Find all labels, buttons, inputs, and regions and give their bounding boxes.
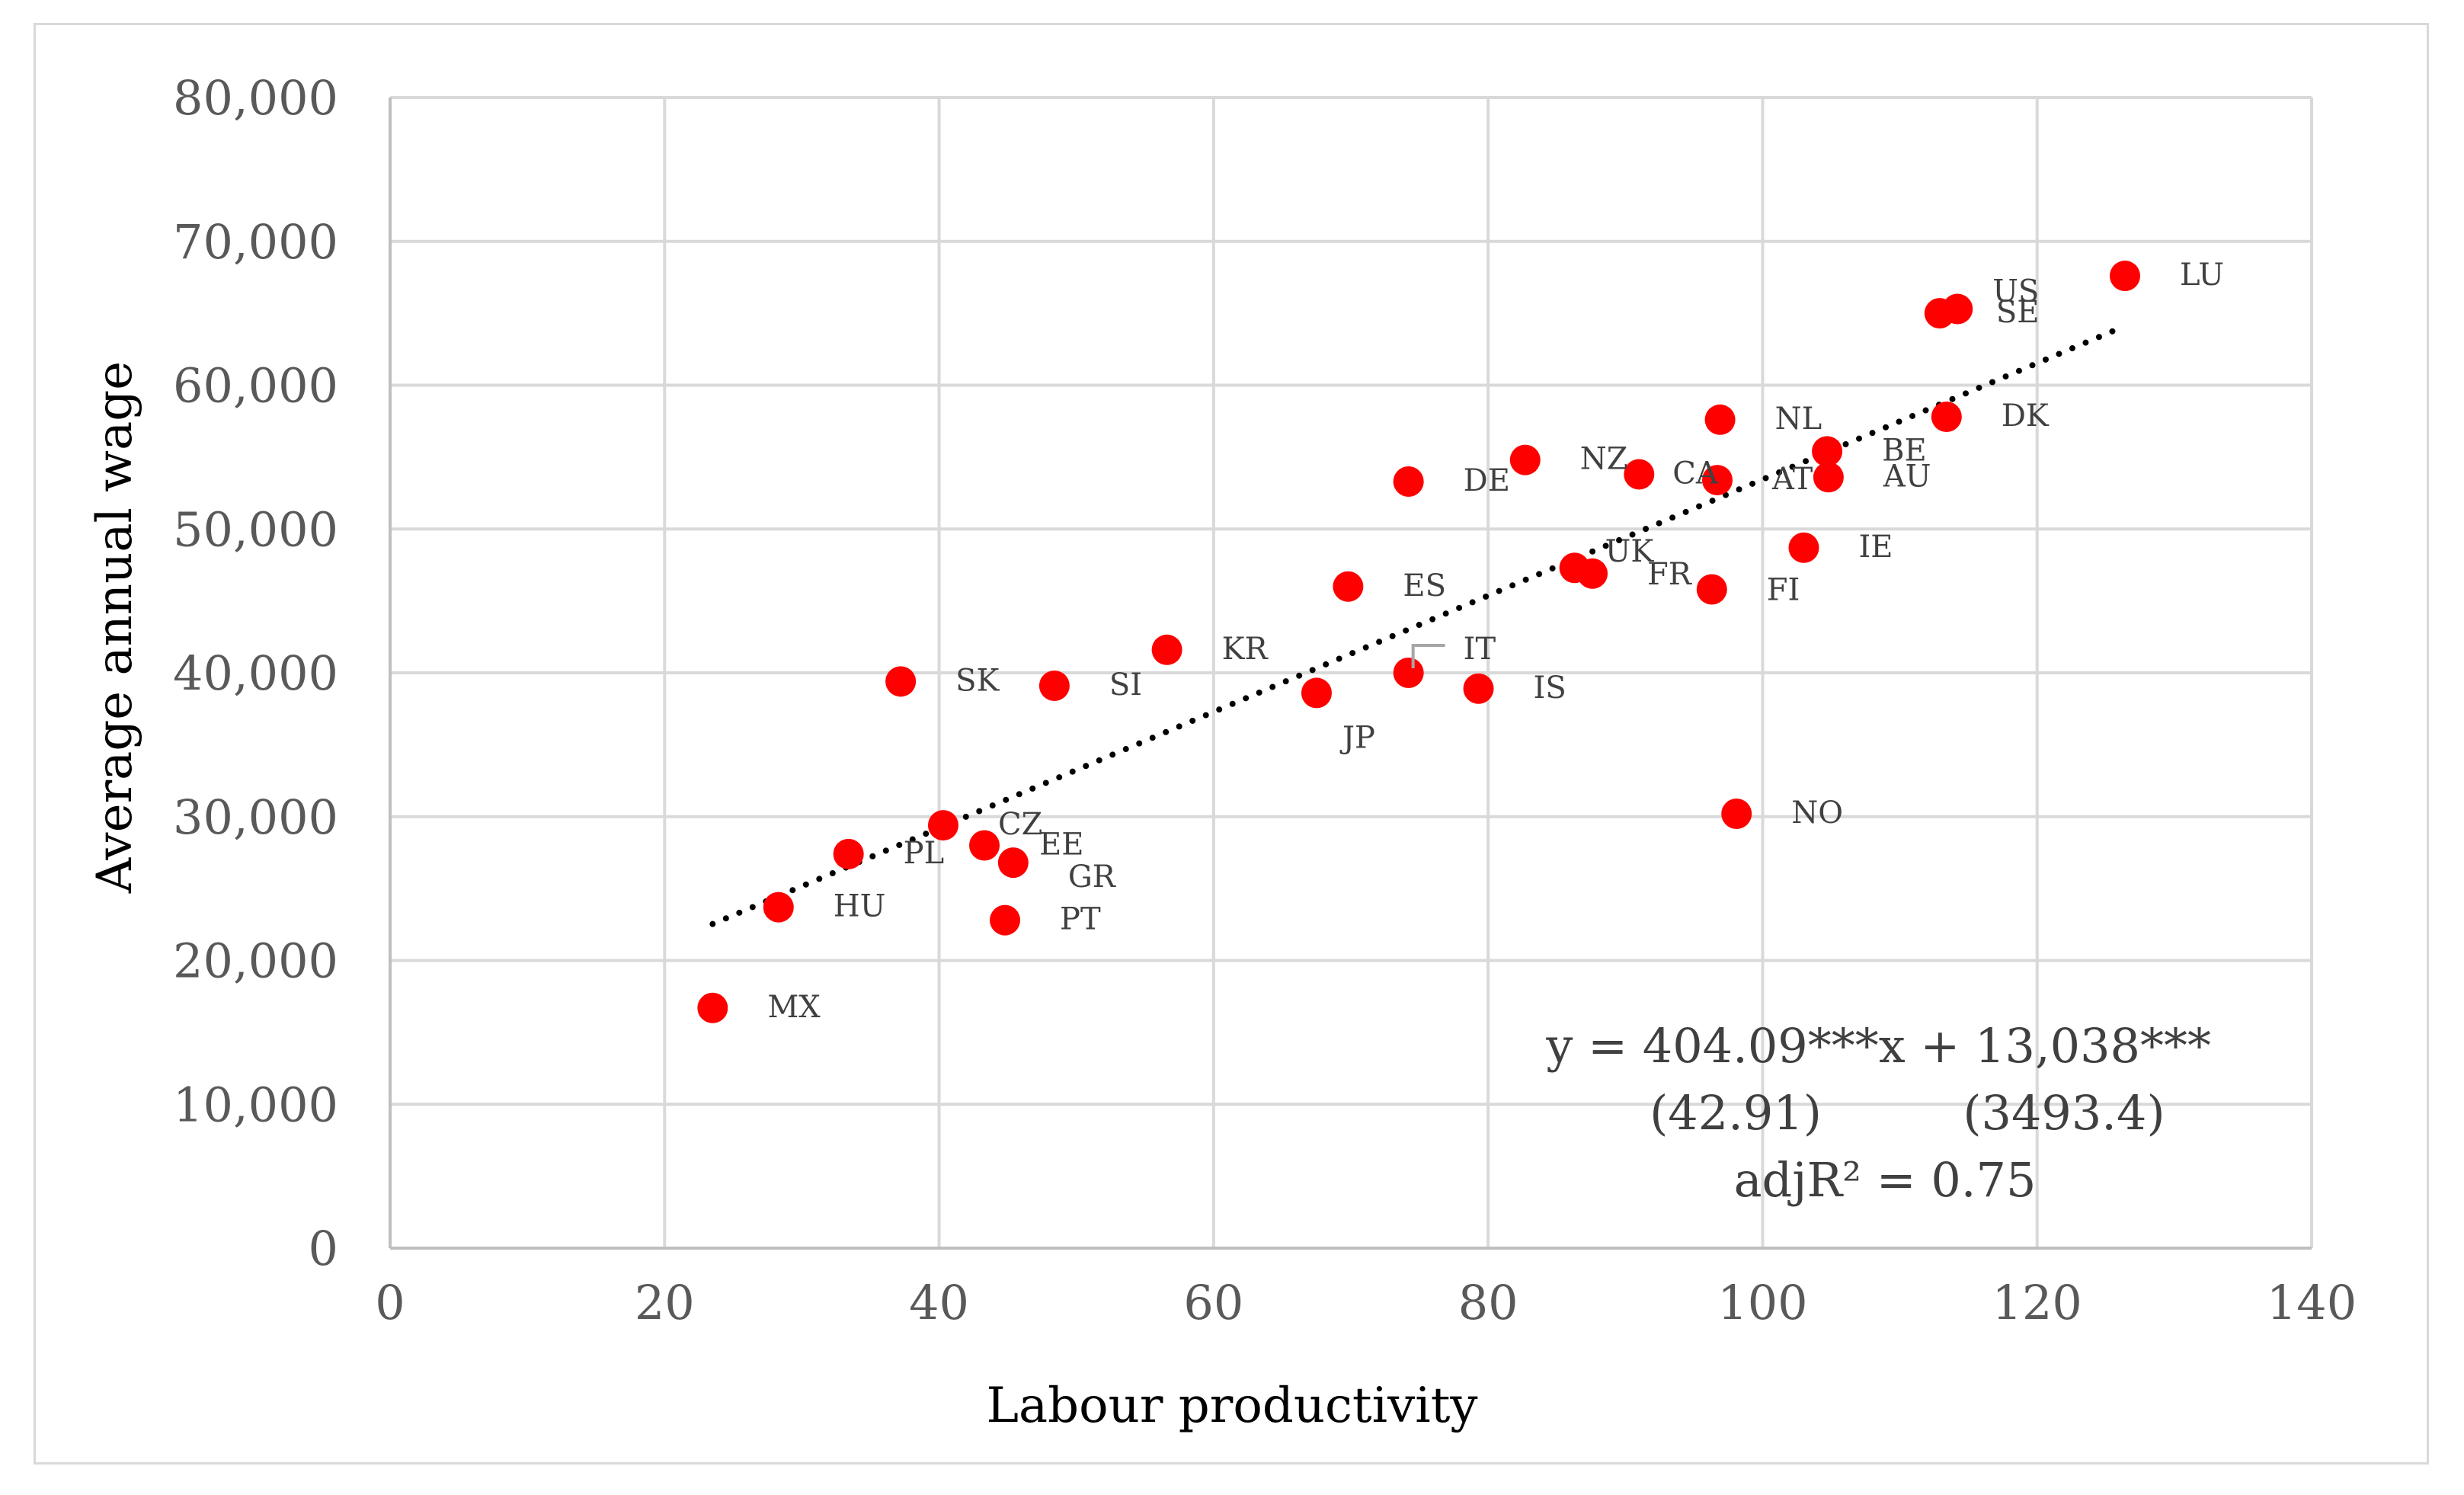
- y-tick-label: 10,000: [173, 1077, 338, 1132]
- axes: 0 10,000 20,000 30,000 40,000 50,000 60,000 70,…: [173, 70, 2357, 1330]
- grid-lines: [390, 96, 2313, 1248]
- data-point-kr: [1151, 634, 1182, 665]
- point-label-hu: HU: [834, 889, 886, 924]
- x-tick-label: 140: [2267, 1275, 2357, 1330]
- data-point-it: [1393, 658, 1424, 688]
- point-label-cz: CZ: [998, 807, 1042, 842]
- point-label-nz: NZ: [1580, 442, 1628, 477]
- point-label-ca: CA: [1672, 456, 1719, 491]
- x-tick-label: 20: [635, 1275, 695, 1330]
- point-label-de: DE: [1464, 463, 1510, 498]
- point-label-sk: SK: [955, 663, 1000, 698]
- point-label-is: IS: [1534, 671, 1566, 706]
- trendline: [709, 322, 2129, 927]
- slope-standard-error: (42.91): [1650, 1085, 1822, 1141]
- trendline-layer: [709, 322, 2129, 927]
- point-label-gr: GR: [1068, 860, 1117, 895]
- point-label-pt: PT: [1060, 902, 1101, 937]
- y-tick-label: 70,000: [173, 214, 338, 270]
- point-label-fi: FI: [1767, 573, 1800, 608]
- data-point-fr: [1577, 558, 1608, 589]
- y-tick-label: 0: [309, 1221, 338, 1276]
- point-label-se: SE: [1996, 295, 2040, 330]
- y-tick-label: 80,000: [173, 70, 338, 126]
- y-tick-label: 50,000: [173, 501, 338, 557]
- point-label-dk: DK: [2002, 399, 2050, 434]
- point-label-ie: IE: [1858, 530, 1893, 565]
- point-label-mx: MX: [767, 990, 821, 1025]
- point-label-fr: FR: [1647, 557, 1693, 592]
- data-point-no: [1721, 798, 1752, 829]
- point-label-uk: UK: [1605, 534, 1655, 569]
- data-point-sk: [885, 666, 917, 697]
- data-point-is: [1463, 673, 1494, 704]
- x-tick-label: 120: [1992, 1275, 2082, 1330]
- point-label-us: US: [1992, 274, 2039, 309]
- label-leader-line: [1411, 644, 1445, 668]
- point-label-it: IT: [1464, 632, 1496, 667]
- data-point-si: [1038, 670, 1070, 701]
- data-point-ee: [969, 830, 1000, 861]
- point-label-kr: KR: [1222, 632, 1269, 667]
- data-point-ca: [1624, 459, 1655, 490]
- point-label-es: ES: [1403, 568, 1446, 603]
- data-point-gr: [997, 847, 1029, 879]
- y-axis-title: Average annual wage: [87, 361, 143, 894]
- point-label-at: AT: [1771, 462, 1813, 497]
- y-tick-label: 60,000: [173, 358, 338, 414]
- point-label-ee: EE: [1039, 828, 1083, 863]
- data-point-nz: [1509, 444, 1541, 475]
- data-point-fi: [1696, 574, 1727, 605]
- point-label-si: SI: [1109, 667, 1142, 703]
- data-points: [697, 261, 2141, 1023]
- x-tick-label: 80: [1458, 1275, 1518, 1330]
- point-label-no: NO: [1791, 796, 1843, 831]
- data-point-lu: [2110, 261, 2141, 292]
- point-label-nl: NL: [1775, 402, 1822, 437]
- data-point-nl: [1704, 404, 1736, 435]
- chart-frame: [34, 23, 2429, 1465]
- data-point-hu: [763, 892, 794, 923]
- adjusted-r-squared: adjR² = 0.75: [1734, 1152, 2037, 1208]
- regression-equation: y = 404.09***x + 13,038***: [1545, 1018, 2211, 1074]
- data-point-at: [1701, 465, 1733, 496]
- x-tick-label: 60: [1183, 1275, 1243, 1330]
- data-point-mx: [697, 992, 728, 1023]
- y-tick-label: 40,000: [173, 645, 338, 701]
- point-label-au: AU: [1883, 459, 1931, 494]
- point-label-jp: JP: [1339, 720, 1375, 755]
- data-point-ie: [1788, 532, 1819, 563]
- data-point-dk: [1931, 402, 1962, 433]
- data-point-de: [1393, 466, 1424, 497]
- intercept-standard-error: (3493.4): [1963, 1085, 2165, 1141]
- x-tick-label: 40: [909, 1275, 969, 1330]
- data-point-au: [1813, 462, 1844, 493]
- data-point-cz: [927, 810, 958, 841]
- data-point-es: [1333, 571, 1364, 602]
- x-tick-label: 0: [375, 1275, 405, 1330]
- data-point-jp: [1301, 677, 1332, 709]
- y-tick-label: 30,000: [173, 789, 338, 845]
- data-point-pl: [833, 838, 864, 869]
- x-axis-title: Labour productivity: [986, 1378, 1477, 1434]
- point-label-pl: PL: [904, 836, 944, 871]
- data-point-us: [1942, 293, 1973, 325]
- point-label-lu: LU: [2180, 258, 2224, 293]
- point-label-be: BE: [1882, 433, 1927, 468]
- data-point-pt: [990, 904, 1021, 936]
- x-tick-label: 100: [1717, 1275, 1807, 1330]
- data-point-be: [1812, 436, 1843, 467]
- y-tick-label: 20,000: [173, 933, 338, 989]
